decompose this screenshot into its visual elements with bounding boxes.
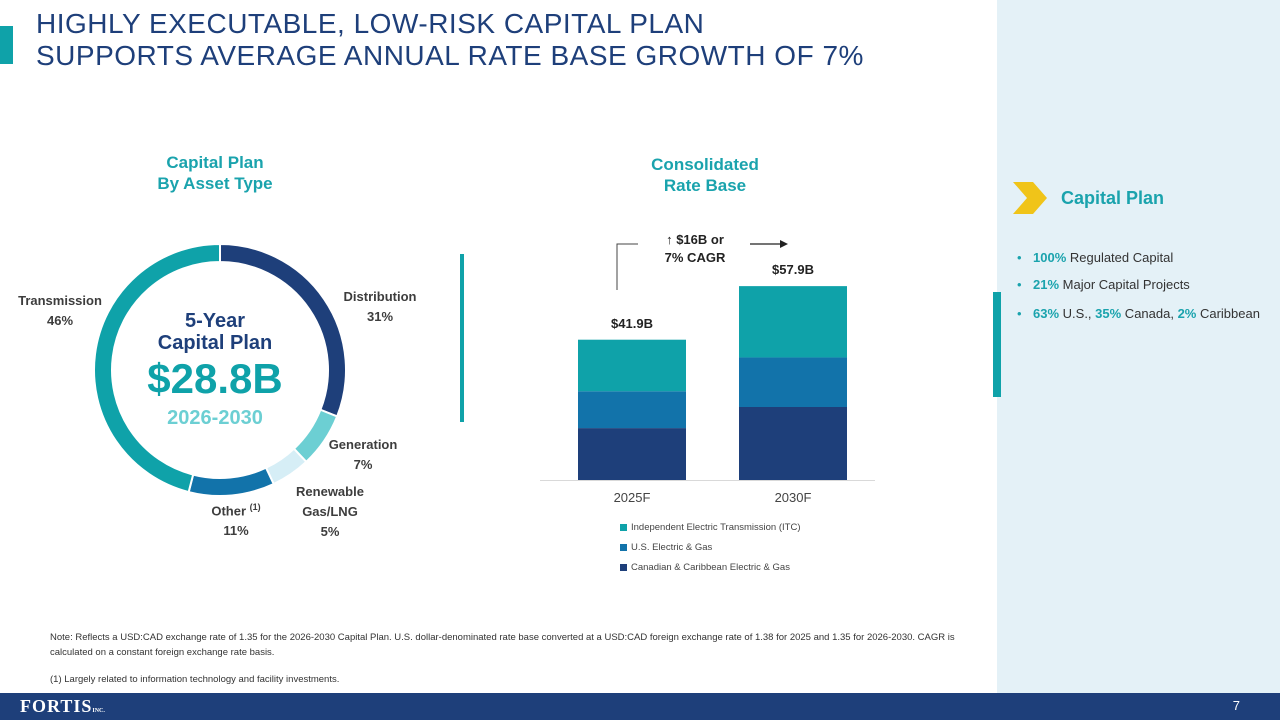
bullet-us-text: U.S., xyxy=(1059,306,1096,321)
logo-text: FORTIS xyxy=(20,696,93,716)
donut-heading-line-2: By Asset Type xyxy=(157,174,273,193)
label-renewable-pct: 5% xyxy=(320,524,340,539)
bar-2025f-independent-electric-transmission-itc xyxy=(578,339,686,392)
panel-accent-bar xyxy=(993,292,1001,397)
legend-label-us: U.S. Electric & Gas xyxy=(631,541,713,553)
label-distribution-name: Distribution xyxy=(343,289,417,304)
capital-plan-bullets: 100% Regulated Capital 21% Major Capital… xyxy=(1017,250,1260,321)
ratebase-heading-line-1: Consolidated xyxy=(651,155,759,174)
section-divider xyxy=(460,254,464,422)
label-transmission: Transmission 46% xyxy=(10,291,110,331)
label-generation-pct: 7% xyxy=(353,457,373,472)
capital-plan-donut-chart xyxy=(93,242,347,497)
exchange-rate-note: Note: Reflects a USD:CAD exchange rate o… xyxy=(50,632,955,658)
bullet-major-text: Major Capital Projects xyxy=(1059,277,1190,292)
right-panel xyxy=(997,0,1280,693)
label-other: Other (1) 11% xyxy=(196,497,276,541)
ratebase-heading-line-2: Rate Base xyxy=(663,176,747,195)
cagr-line-1: ↑ $16B or xyxy=(666,232,724,247)
donut-heading-line-1: Capital Plan xyxy=(166,153,264,172)
label-transmission-name: Transmission xyxy=(18,293,102,308)
label-renewable-name-1: Renewable xyxy=(296,484,364,499)
chart-legend: Independent Electric Transmission (ITC) … xyxy=(620,517,800,577)
bullet-major-projects: 21% Major Capital Projects xyxy=(1017,277,1260,292)
donut-heading: Capital Plan By Asset Type xyxy=(115,152,315,194)
cagr-line-2: 7% CAGR xyxy=(664,250,726,265)
bar-total-2025: $41.9B xyxy=(611,315,653,331)
bar-2025f-canadian-caribbean-electric-gas xyxy=(578,428,686,480)
label-transmission-pct: 46% xyxy=(46,313,74,328)
bullet-geography: 63% U.S., 35% Canada, 2% Caribbean xyxy=(1017,306,1260,321)
donut-center-line-2: Capital Plan xyxy=(157,332,273,354)
bar-2030f-independent-electric-transmission-itc xyxy=(739,286,847,358)
cagr-arrow-head xyxy=(780,240,788,248)
x-category-2030: 2030F xyxy=(774,490,812,505)
bullet-us-pct: 63% xyxy=(1033,306,1060,321)
legend-item-us: U.S. Electric & Gas xyxy=(620,537,800,557)
logo-suffix: INC. xyxy=(92,708,105,714)
label-generation: Generation 7% xyxy=(318,435,408,475)
legend-item-cdn: Canadian & Caribbean Electric & Gas xyxy=(620,557,800,577)
bar-2030f-canadian-caribbean-electric-gas xyxy=(739,407,847,480)
bullet-regulated-pct: 100% xyxy=(1033,250,1067,265)
donut-center-years: 2026-2030 xyxy=(167,407,263,429)
label-other-footnote-ref: (1) xyxy=(249,502,261,512)
title-line-2: SUPPORTS AVERAGE ANNUAL RATE BASE GROWTH… xyxy=(36,40,864,71)
footnote: (1) Largely related to information techn… xyxy=(50,674,340,685)
rate-base-bar-chart xyxy=(540,240,875,481)
label-distribution-pct: 31% xyxy=(366,309,394,324)
capital-plan-panel-title: Capital Plan xyxy=(1061,188,1165,208)
bar-total-2030: $57.9B xyxy=(772,262,814,278)
bullet-canada-pct: 35% xyxy=(1095,306,1122,321)
legend-item-itc: Independent Electric Transmission (ITC) xyxy=(620,517,800,537)
bar-2030f-u-s-electric-gas xyxy=(739,357,847,408)
label-renewable: Renewable Gas/LNG 5% xyxy=(285,482,375,542)
label-renewable-name-2: Gas/LNG xyxy=(302,504,358,519)
legend-swatch-us xyxy=(620,543,627,551)
legend-label-cdn: Canadian & Caribbean Electric & Gas xyxy=(631,561,790,573)
title-line-1: HIGHLY EXECUTABLE, LOW-RISK CAPITAL PLAN xyxy=(36,8,705,39)
title-accent-bar xyxy=(0,26,13,64)
page-title: HIGHLY EXECUTABLE, LOW-RISK CAPITAL PLAN… xyxy=(36,8,986,72)
cagr-annotation: ↑ $16B or 7% CAGR xyxy=(650,231,740,267)
bullet-regulated-text: Regulated Capital xyxy=(1066,250,1174,265)
label-generation-name: Generation xyxy=(328,437,398,452)
label-other-pct: 11% xyxy=(223,523,249,539)
cagr-bracket xyxy=(616,243,638,290)
chevron-arrow-icon xyxy=(1013,182,1047,214)
bullet-canada-text: Canada, xyxy=(1121,306,1178,321)
label-other-name: Other xyxy=(211,503,247,519)
ratebase-heading: Consolidated Rate Base xyxy=(605,154,805,196)
legend-swatch-itc xyxy=(620,523,627,531)
donut-slice-transmission xyxy=(93,242,221,494)
bullet-regulated: 100% Regulated Capital xyxy=(1017,250,1260,265)
bullet-caribbean-text: Caribbean xyxy=(1196,306,1260,321)
footer-bar: FORTISINC. 7 xyxy=(0,693,1280,720)
legend-swatch-cdn xyxy=(620,563,627,571)
fortis-logo: FORTISINC. xyxy=(20,696,105,717)
x-category-2025: 2025F xyxy=(613,490,651,505)
legend-label-itc: Independent Electric Transmission (ITC) xyxy=(631,521,801,533)
bullet-caribbean-pct: 2% xyxy=(1177,306,1197,321)
donut-center-value: $28.8B xyxy=(147,355,283,402)
donut-center-line-1: 5-Year xyxy=(184,310,246,332)
bar-2025f-u-s-electric-gas xyxy=(578,391,686,429)
page-number: 7 xyxy=(1232,698,1240,713)
donut-center-caption: 5-Year Capital Plan xyxy=(130,310,300,354)
label-distribution: Distribution 31% xyxy=(330,287,430,327)
bullet-major-pct: 21% xyxy=(1033,277,1060,292)
